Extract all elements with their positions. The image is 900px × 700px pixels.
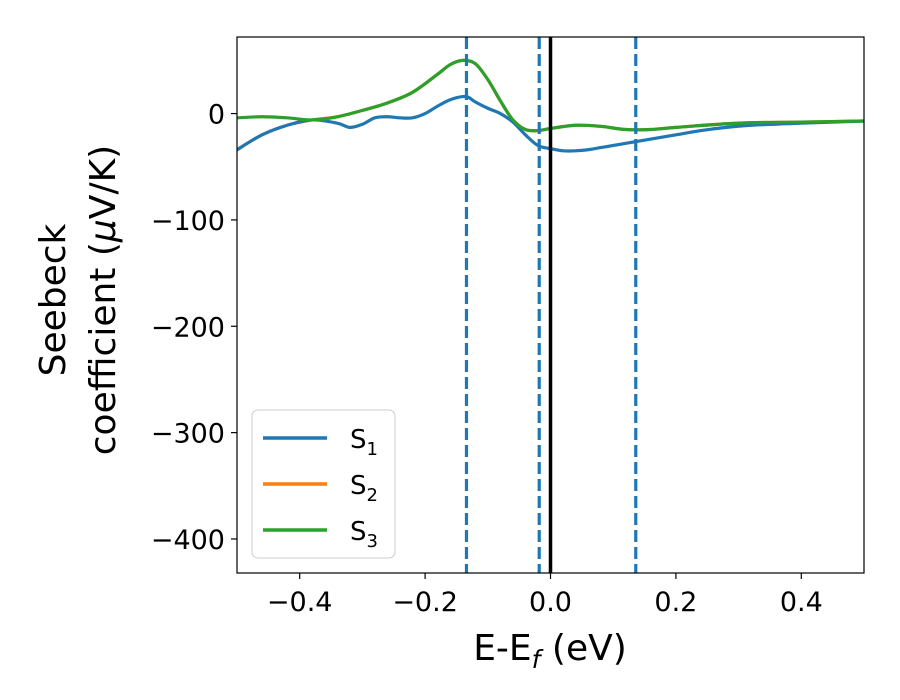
reference-lines xyxy=(464,37,638,573)
series-line-3 xyxy=(237,58,864,133)
y-axis-label-pre: coefficient ( xyxy=(83,242,124,455)
legend-label-3: S3 xyxy=(350,517,378,552)
y-axis-ticks: 0 −100 −200 −300 −400 xyxy=(151,100,237,556)
legend: S1 S2 S3 xyxy=(251,409,396,559)
y-tick-label: −300 xyxy=(151,419,225,450)
x-axis-label: E-Ef (eV) xyxy=(473,628,627,674)
x-tick-label: 0.4 xyxy=(780,587,823,618)
plot-lines xyxy=(237,58,864,153)
y-tick-label: 0 xyxy=(208,100,225,131)
y-tick-label: −100 xyxy=(151,206,225,237)
y-tick-label: −200 xyxy=(151,312,225,343)
y-axis-label: Seebeck coefficient (μV/K) xyxy=(33,145,124,455)
y-axis-label-post: V/K) xyxy=(83,145,124,219)
x-axis-label-unit: (eV) xyxy=(540,628,626,669)
y-axis-label-line1: Seebeck xyxy=(33,223,74,376)
series-line-1 xyxy=(237,94,864,153)
x-axis-ticks: −0.4 −0.2 0.0 0.2 0.4 xyxy=(267,573,823,618)
x-axis-label-main: E-E xyxy=(473,628,531,669)
y-axis-label-line2: coefficient (μV/K) xyxy=(83,145,124,455)
x-tick-label: 0.0 xyxy=(529,587,572,618)
x-tick-label: −0.4 xyxy=(267,587,333,618)
x-tick-label: −0.2 xyxy=(392,587,458,618)
legend-label-2: S2 xyxy=(350,471,378,506)
legend-label-1: S1 xyxy=(350,425,378,460)
x-tick-label: 0.2 xyxy=(654,587,697,618)
y-tick-label: −400 xyxy=(151,525,225,556)
y-axis-label-mu: μ xyxy=(83,219,124,243)
